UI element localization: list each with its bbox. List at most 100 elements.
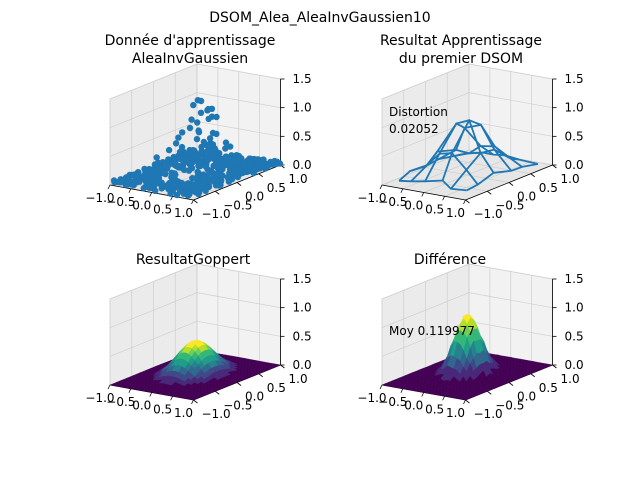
data-point <box>144 173 152 180</box>
data-point <box>209 129 217 137</box>
x-tick-label: −0.5 <box>378 195 407 209</box>
panel-goppert-result: ResultatGoppert −1.0−0.50.0 0.5 1.0 −1.0−0.… <box>85 252 311 421</box>
data-point <box>262 165 269 172</box>
data-point <box>173 191 181 199</box>
gridline <box>381 292 553 328</box>
y-tick-label: −1.0 <box>474 407 503 421</box>
y-tick-label: 0.0 <box>517 190 536 204</box>
y-tick <box>258 373 263 378</box>
x-tick-label: −0.5 <box>106 195 135 209</box>
data-point <box>254 165 261 172</box>
y-tick <box>236 182 242 186</box>
x-tick <box>442 196 445 201</box>
data-point <box>185 191 192 198</box>
data-point <box>195 129 203 136</box>
y-tick <box>552 164 557 169</box>
y-tick-label: 1.0 <box>561 372 580 386</box>
wireframe-line <box>424 122 494 182</box>
gridline <box>381 263 553 300</box>
y-tick-label: −1.0 <box>202 407 231 421</box>
y-tick-label: 0.5 <box>267 381 286 395</box>
x-tick-label: 0.0 <box>132 399 151 413</box>
y-tick <box>258 173 263 178</box>
z-tick-label: 0.5 <box>565 329 584 343</box>
x-tick <box>379 184 383 190</box>
y-tick-label: 1.0 <box>289 172 308 186</box>
x-tick-label: 1.0 <box>446 206 465 220</box>
wireframe-line <box>409 152 479 186</box>
y-tick-label: 0.5 <box>539 381 558 395</box>
x-tick <box>128 388 132 393</box>
z-tick-label: 1.0 <box>293 301 312 315</box>
y-tick <box>530 173 535 178</box>
x-tick-label: 1.0 <box>174 206 193 220</box>
z-tick-label: 0.5 <box>293 129 312 143</box>
data-point <box>229 158 236 165</box>
figure-suptitle: DSOM_Alea_AleaInvGaussien10 <box>209 10 430 26</box>
x-tick-label: −0.5 <box>106 395 135 409</box>
data-point <box>213 155 221 162</box>
data-point <box>202 162 209 169</box>
z-tick-label: 1.5 <box>565 272 584 286</box>
x-tick <box>149 192 153 197</box>
x-tick <box>400 188 404 193</box>
z-tick-label: 1.5 <box>293 272 312 286</box>
data-point <box>205 105 212 113</box>
data-point <box>225 178 233 185</box>
data-point <box>206 135 214 142</box>
data-point <box>178 143 186 151</box>
data-point <box>172 157 179 165</box>
x-tick-label: 0.5 <box>153 202 172 216</box>
data-point <box>111 179 118 186</box>
y-tick-label: 0.0 <box>245 190 264 204</box>
x-tick <box>442 396 445 401</box>
gridline <box>109 263 281 300</box>
data-point <box>176 148 184 156</box>
panel-training-data: Donnée d'apprentissage AleaInvGaussien −… <box>85 33 311 221</box>
x-tick-label: 0.0 <box>132 199 151 213</box>
y-tick-label: 0.0 <box>517 390 536 404</box>
x-tick <box>379 384 383 390</box>
x-tick-label: 1.0 <box>446 406 465 420</box>
y-tick-label: −1.0 <box>202 207 231 221</box>
y-tick-label: 1.0 <box>289 372 308 386</box>
wireframe-line <box>427 119 495 174</box>
z-tick-label: 0.0 <box>293 358 312 372</box>
data-point <box>176 154 184 162</box>
x-tick <box>170 196 173 201</box>
z-tick-label: 1.0 <box>565 301 584 315</box>
gridline <box>109 320 281 357</box>
data-point <box>195 162 202 170</box>
y-tick-label: −0.5 <box>495 198 524 212</box>
wireframe-line <box>466 151 539 165</box>
x-tick-label: −1.0 <box>85 391 114 405</box>
y-tick <box>487 190 492 195</box>
x-tick-label: −0.5 <box>378 395 407 409</box>
data-point <box>141 183 149 191</box>
data-point <box>181 166 188 173</box>
x-tick-label: −1.0 <box>85 191 114 205</box>
mean-annotation: Moy 0.119977 <box>389 324 475 338</box>
panel-title-line1: Donnée d'apprentissage <box>105 33 276 49</box>
x-tick-label: −1.0 <box>357 191 386 205</box>
y-tick-label: −0.5 <box>495 398 524 412</box>
x-tick-label: 1.0 <box>174 406 193 420</box>
data-point <box>194 168 201 176</box>
data-point <box>222 139 230 146</box>
data-point <box>212 182 220 189</box>
x-tick-label: 0.0 <box>404 399 423 413</box>
data-point <box>165 146 173 154</box>
data-point <box>208 113 216 120</box>
x-tick <box>463 199 466 205</box>
panel-title-line2: du premier DSOM <box>399 51 523 67</box>
data-point <box>212 160 220 168</box>
y-tick-label: 0.5 <box>267 181 286 195</box>
x-tick <box>107 184 111 190</box>
x-tick <box>107 384 111 390</box>
z-tick-label: 0.5 <box>565 129 584 143</box>
data-point <box>198 143 205 151</box>
gridline <box>381 63 553 100</box>
data-point <box>186 124 194 132</box>
data-point <box>152 187 159 194</box>
